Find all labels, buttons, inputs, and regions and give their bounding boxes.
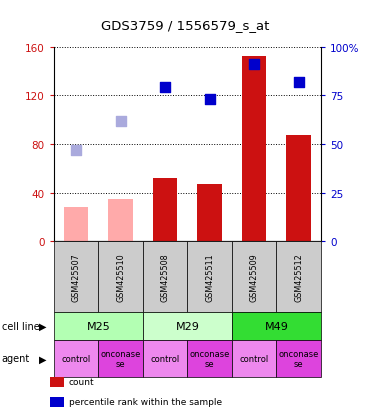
Text: GSM425508: GSM425508 (161, 252, 170, 301)
Text: control: control (240, 354, 269, 363)
Point (296, 79, 302, 86)
Text: GSM425511: GSM425511 (205, 252, 214, 301)
Text: M25: M25 (86, 321, 110, 331)
Bar (153, 178, 177, 242)
Text: GDS3759 / 1556579_s_at: GDS3759 / 1556579_s_at (101, 19, 270, 31)
Text: GSM425509: GSM425509 (250, 252, 259, 301)
Point (207, 97, 213, 103)
Text: control: control (151, 354, 180, 363)
Point (251, 62, 257, 68)
Text: agent: agent (2, 354, 30, 363)
Text: GSM425512: GSM425512 (294, 252, 303, 301)
Text: percentile rank within the sample: percentile rank within the sample (69, 397, 222, 406)
Point (118, 118, 124, 125)
Text: control: control (62, 354, 91, 363)
Bar (286, 136, 311, 242)
Text: GSM425510: GSM425510 (116, 252, 125, 301)
Text: GSM425507: GSM425507 (72, 252, 81, 301)
Text: M49: M49 (265, 321, 288, 331)
Text: cell line: cell line (2, 321, 40, 331)
Text: ▶: ▶ (39, 354, 46, 363)
Text: onconase
se: onconase se (279, 349, 319, 368)
Point (162, 85, 168, 92)
Text: onconase
se: onconase se (101, 349, 141, 368)
Bar (108, 199, 133, 242)
Bar (64, 208, 88, 242)
Text: count: count (69, 377, 94, 387)
Bar (197, 185, 222, 242)
Bar (242, 57, 266, 242)
Point (73, 147, 79, 154)
Text: M29: M29 (175, 321, 199, 331)
Text: ▶: ▶ (39, 321, 46, 331)
Text: onconase
se: onconase se (190, 349, 230, 368)
